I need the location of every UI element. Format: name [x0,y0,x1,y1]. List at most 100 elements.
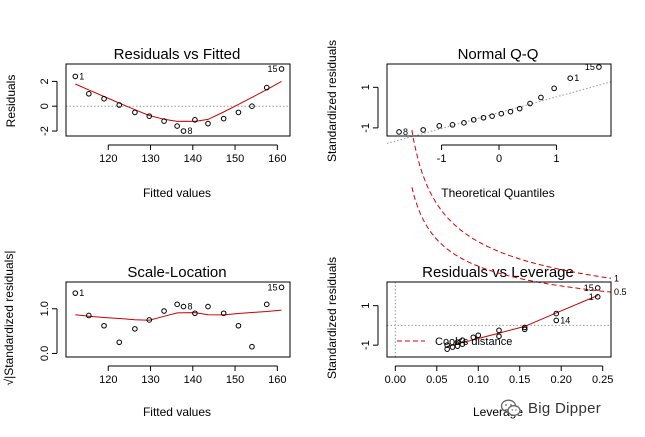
point-label: 15 [268,64,278,74]
plot-frame [65,281,291,358]
point-label: 14 [560,315,570,325]
plot-frame [65,63,291,137]
data-point [235,322,242,329]
x-tick-label: 130 [141,153,159,165]
data-point [470,116,477,123]
point-label: 1 [79,288,84,298]
point-label: 15 [584,283,594,293]
panel-title: Normal Q-Q [458,46,539,63]
data-point [278,284,285,291]
x-tick-label: 0.05 [426,374,447,386]
data-point [146,113,153,119]
data-point [249,343,255,350]
data-point [454,343,461,349]
x-tick-label: 160 [268,153,286,165]
data-point [516,105,523,112]
data-point [249,103,255,110]
data-point [72,290,79,296]
point-label: 8 [403,127,408,137]
data-point [101,322,107,329]
y-axis-label: Residuals [4,75,18,128]
data-point [507,108,514,115]
x-tick-label: 140 [184,374,202,386]
y-tick-label: 1 [360,303,372,309]
y-tick-label: 1 [360,84,372,90]
data-point [461,120,467,126]
data-point [538,94,544,101]
y-axis-label: √|Standardized residuals| [2,251,16,386]
wechat-logo-icon [500,399,521,416]
point-label: 15 [268,282,278,292]
data-point [567,75,574,81]
x-tick-label: 120 [99,153,117,165]
y-tick-label: -2 [39,126,51,136]
data-point [454,339,461,345]
data-point [146,317,153,323]
data-point [449,122,456,128]
panel-title: Residuals vs Fitted [114,46,241,63]
y-tick-label: -1 [360,123,372,133]
x-tick-label: -1 [437,153,447,165]
cooks-distance-contour [411,187,612,293]
data-point [116,339,123,346]
data-point [444,342,450,348]
data-point [220,310,227,317]
panel-scale-location: Scale-Location 1 8 15 120 130 140 150 160 0.0 1.0… [2,251,291,419]
data-point [174,123,180,129]
legend-label: Cook's distance [435,336,512,348]
y-tick-label: 1.0 [39,301,51,316]
cooks-contour-label: 1 [614,273,619,283]
data-point [480,114,487,121]
data-point [192,310,198,317]
x-tick-label: 130 [141,374,159,386]
data-point [192,117,198,123]
y-axis-label: Standardized residuals [325,40,339,162]
x-tick-label: 0.10 [468,374,489,386]
data-point [161,308,167,314]
plot-area: 8 1 15 -1 0 1 -1 1 [360,62,612,165]
x-tick-label: 0.00 [385,374,406,386]
data-point [496,327,502,334]
loess-smoother-line [446,295,598,347]
data-point [132,109,138,116]
data-point [161,118,167,124]
panel-title: Scale-Location [127,264,226,281]
x-tick-label: 140 [184,153,202,165]
x-tick-label: 160 [268,374,286,386]
loess-smoother-line [75,309,282,321]
data-point [220,115,227,122]
data-point [527,100,533,107]
data-point [101,95,107,102]
x-axis-label: Fitted values [143,405,211,419]
data-point [86,312,92,319]
plot-area: 1 8 15 120 130 140 150 160 -2 0 2 [39,63,291,165]
data-point [174,301,180,308]
cooks-distance-contour [411,129,612,279]
data-point [475,332,482,339]
y-tick-label: 0 [39,103,51,109]
data-point [459,341,466,347]
data-point [420,127,426,133]
x-tick-label: 0 [496,153,502,165]
data-point [496,333,502,340]
data-point [263,84,270,91]
panel-residuals-vs-fitted: Residuals vs Fitted 1 8 15 120 130 140 150 160 -… [4,46,291,200]
data-point [470,334,477,341]
watermark-text: Big Dipper [528,399,602,417]
point-label: 1 [574,73,579,83]
cooks-contour-label: 0.5 [614,287,627,297]
data-point [553,317,560,324]
panel-normal-qq: Normal Q-Q 8 1 15 -1 0 1 -1 1 Theoretical Quant… [325,40,612,200]
data-point [596,64,602,70]
y-tick-label: 2 [39,78,51,84]
data-point [180,303,187,310]
plot-frame [386,281,612,358]
data-point [521,326,528,333]
data-point [521,324,528,331]
x-tick-label: 0.25 [592,374,613,386]
x-tick-label: 0.15 [509,374,530,386]
x-tick-label: 150 [226,374,244,386]
data-point [263,301,270,308]
y-tick-label: 0.0 [39,346,51,361]
